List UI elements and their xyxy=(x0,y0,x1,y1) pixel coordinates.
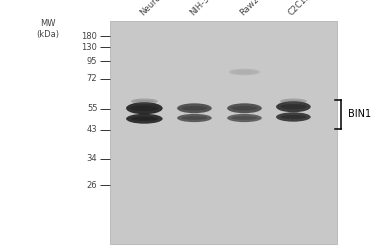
Ellipse shape xyxy=(231,106,258,110)
Ellipse shape xyxy=(280,115,306,119)
Ellipse shape xyxy=(227,114,262,122)
Text: 180: 180 xyxy=(82,32,97,41)
Ellipse shape xyxy=(227,103,262,113)
Ellipse shape xyxy=(181,116,208,120)
Text: 95: 95 xyxy=(87,57,97,66)
Text: NIH-3T3: NIH-3T3 xyxy=(188,0,218,18)
Text: Raw264.7: Raw264.7 xyxy=(238,0,274,18)
Ellipse shape xyxy=(177,114,212,122)
Ellipse shape xyxy=(181,106,208,110)
Ellipse shape xyxy=(131,98,158,104)
Ellipse shape xyxy=(131,116,158,121)
Text: 55: 55 xyxy=(87,104,97,113)
Ellipse shape xyxy=(280,104,306,109)
Text: MW
(kDa): MW (kDa) xyxy=(37,19,60,39)
Text: BIN1: BIN1 xyxy=(348,110,371,120)
Ellipse shape xyxy=(177,103,212,113)
Ellipse shape xyxy=(231,116,258,120)
Ellipse shape xyxy=(280,98,307,104)
Text: 43: 43 xyxy=(87,126,97,134)
Bar xyxy=(110,21,337,244)
Ellipse shape xyxy=(229,69,260,75)
Ellipse shape xyxy=(283,100,303,102)
Ellipse shape xyxy=(126,114,162,124)
Text: 72: 72 xyxy=(87,74,97,83)
Ellipse shape xyxy=(276,101,311,112)
Ellipse shape xyxy=(134,100,154,102)
Ellipse shape xyxy=(276,112,311,122)
Ellipse shape xyxy=(233,70,256,74)
Text: 26: 26 xyxy=(87,180,97,190)
Text: 34: 34 xyxy=(87,154,97,163)
Text: C2C12: C2C12 xyxy=(287,0,313,18)
Ellipse shape xyxy=(126,102,162,114)
Ellipse shape xyxy=(131,106,158,111)
Text: Neuro2A: Neuro2A xyxy=(138,0,170,18)
Text: 130: 130 xyxy=(82,42,97,51)
